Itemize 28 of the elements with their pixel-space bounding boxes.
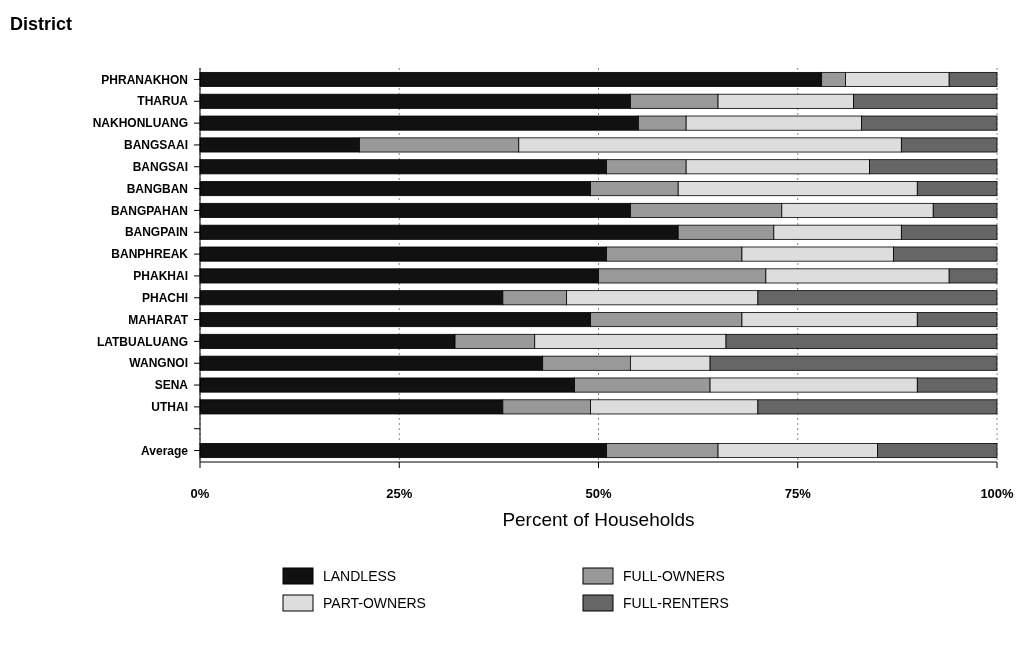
y-tick-label: WANGNOI bbox=[129, 356, 188, 371]
x-tick-label: 100% bbox=[980, 486, 1015, 501]
legend-label: PART-OWNERS bbox=[323, 594, 426, 611]
y-tick-label: BANGPAIN bbox=[124, 225, 188, 240]
x-axis-title: Percent of Households bbox=[502, 509, 695, 530]
y-tick-label: BANGSAAI bbox=[123, 138, 188, 153]
y-tick-label: MAHARAT bbox=[128, 312, 189, 327]
y-tick-label: PHAKHAI bbox=[133, 269, 188, 284]
y-tick-label: SENA bbox=[154, 378, 189, 393]
y-tick-label: THARUA bbox=[137, 94, 189, 109]
x-tick-label: 75% bbox=[784, 486, 812, 501]
y-tick-label: PHRANAKHON bbox=[101, 72, 188, 87]
y-tick-label: LATBUALUANG bbox=[96, 334, 188, 349]
x-tick-label: 50% bbox=[585, 486, 612, 501]
legend-label: FULL-OWNERS bbox=[623, 567, 725, 584]
y-tick-label: NAKHONLUANG bbox=[92, 116, 188, 131]
x-tick-label: 0% bbox=[190, 486, 210, 501]
y-tick-label: PHACHI bbox=[141, 290, 188, 305]
y-tick-label: BANGSAI bbox=[132, 159, 188, 174]
x-tick-label: 25% bbox=[386, 486, 413, 501]
y-tick-label: BANGPAHAN bbox=[110, 203, 188, 218]
y-tick-label: BANPHREAK bbox=[111, 247, 189, 262]
y-axis-title: District bbox=[10, 14, 73, 34]
y-tick-label: BANGBAN bbox=[126, 181, 188, 196]
legend-label: LANDLESS bbox=[323, 567, 397, 584]
y-tick-label: UTHAI bbox=[151, 400, 188, 415]
y-tick-label: Average bbox=[141, 443, 189, 458]
legend-label: FULL-RENTERS bbox=[623, 594, 729, 611]
